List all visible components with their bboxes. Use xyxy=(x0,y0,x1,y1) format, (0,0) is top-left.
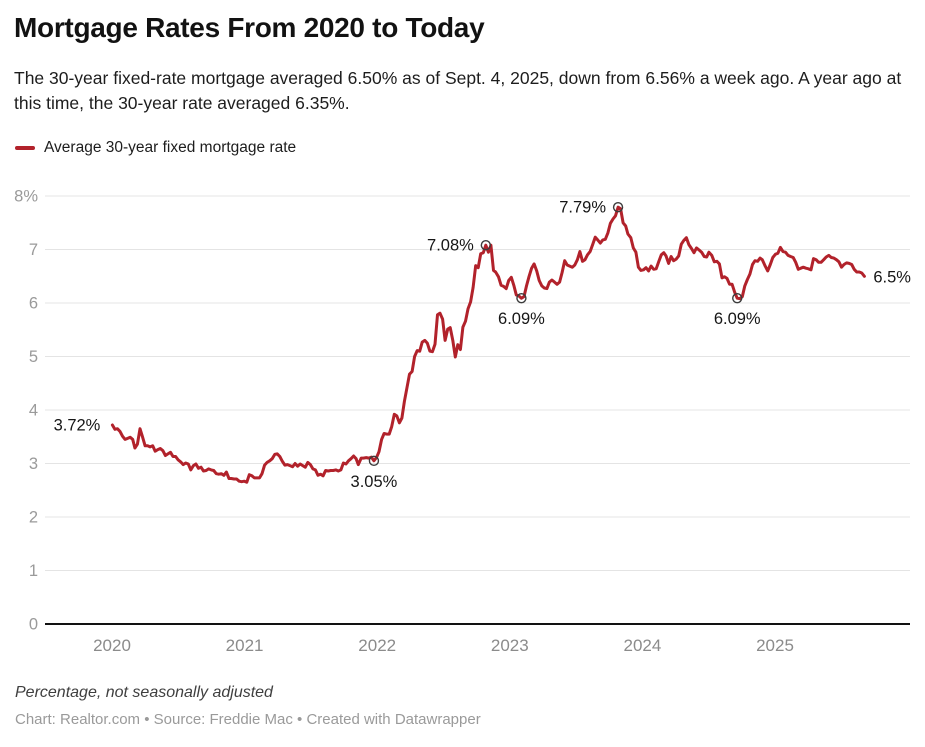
mortgage-rate-chart[interactable]: 0 1 2 3 4 5 6 7 8% 2020 2021 2022 2023 2024 2025 3.72% 3… xyxy=(0,170,925,675)
page-title: Mortgage Rates From 2020 to Today xyxy=(14,12,485,43)
x-tick-label: 2024 xyxy=(623,636,661,655)
y-tick-label: 7 xyxy=(29,241,38,259)
chart-subtitle: The 30-year fixed-rate mortgage averaged… xyxy=(14,68,902,113)
y-tick-label: 0 xyxy=(29,616,38,634)
x-tick-label: 2025 xyxy=(756,636,794,655)
value-annotation: 3.05% xyxy=(351,473,398,491)
data-point-marker xyxy=(516,292,527,304)
legend: Average 30-year fixed mortgage rate xyxy=(15,139,296,157)
data-point-marker xyxy=(368,455,380,467)
rate-line[interactable] xyxy=(110,205,866,484)
data-point-marker xyxy=(480,240,492,251)
y-tick-label: 2 xyxy=(29,509,38,527)
y-tick-label: 5 xyxy=(29,348,38,366)
x-tick-label: 2023 xyxy=(491,636,529,655)
y-tick-label: 8% xyxy=(14,188,38,206)
value-annotation: 6.09% xyxy=(714,310,761,328)
value-annotation: 7.79% xyxy=(559,199,606,217)
value-annotation: 6.09% xyxy=(498,310,545,328)
value-annotation: 7.08% xyxy=(427,237,474,255)
chart-credit: Chart: Realtor.com • Source: Freddie Mac… xyxy=(15,711,481,728)
y-tick-label: 6 xyxy=(29,295,38,313)
legend-line-swatch-icon xyxy=(15,146,35,150)
y-tick-label: 3 xyxy=(29,455,38,473)
data-point-marker xyxy=(612,202,624,213)
value-annotation: 6.5% xyxy=(873,268,911,286)
chart-note: Percentage, not seasonally adjusted xyxy=(15,684,273,701)
x-tick-label: 2022 xyxy=(358,636,396,655)
y-tick-label: 4 xyxy=(29,402,38,420)
x-tick-label: 2021 xyxy=(226,636,264,655)
value-annotation: 3.72% xyxy=(54,416,101,434)
legend-label: Average 30-year fixed mortgage rate xyxy=(44,139,297,156)
x-tick-label: 2020 xyxy=(93,636,131,655)
data-point-marker xyxy=(732,292,743,304)
y-tick-label: 1 xyxy=(29,562,38,580)
